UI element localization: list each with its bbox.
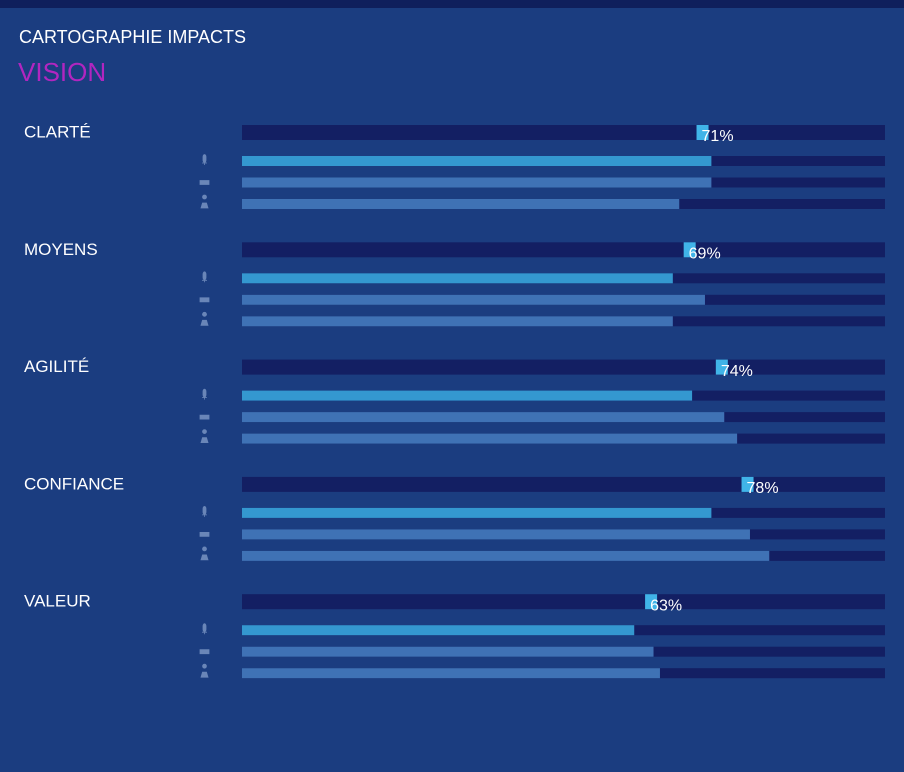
source-icon bbox=[199, 180, 210, 185]
bar bbox=[242, 156, 712, 166]
bar bbox=[242, 412, 725, 423]
track bbox=[242, 125, 885, 140]
source-icon bbox=[199, 297, 210, 303]
source-icon bbox=[199, 649, 210, 655]
bar bbox=[242, 390, 693, 401]
bar bbox=[242, 646, 654, 657]
bar bbox=[242, 433, 738, 444]
bar bbox=[242, 294, 705, 305]
bar bbox=[242, 316, 673, 327]
top-strip bbox=[0, 0, 904, 8]
bar bbox=[242, 529, 750, 540]
score-label: 71% bbox=[702, 128, 734, 145]
score-label: 74% bbox=[721, 363, 753, 380]
source-icon bbox=[200, 546, 209, 561]
source-icon bbox=[202, 388, 207, 400]
source-icon bbox=[202, 623, 207, 635]
bar bbox=[242, 177, 712, 188]
track bbox=[242, 242, 885, 258]
title: CARTOGRAPHIE IMPACTS bbox=[19, 27, 246, 47]
bar bbox=[242, 273, 673, 284]
subtitle: VISION bbox=[18, 57, 106, 87]
source-icon bbox=[200, 429, 209, 443]
category-label: AGILITÉ bbox=[24, 357, 89, 376]
source-icon bbox=[202, 154, 207, 165]
score-marker bbox=[696, 125, 709, 140]
category-label: CLARTÉ bbox=[24, 122, 91, 141]
source-icon bbox=[199, 532, 210, 537]
score-marker bbox=[683, 242, 696, 258]
category-label: MOYENS bbox=[24, 240, 98, 259]
track bbox=[242, 359, 885, 375]
category-label: VALEUR bbox=[24, 592, 91, 611]
bar bbox=[242, 550, 770, 561]
score-label: 69% bbox=[689, 246, 721, 263]
source-icon bbox=[200, 194, 209, 209]
track bbox=[242, 594, 885, 610]
track bbox=[242, 476, 885, 492]
score-label: 63% bbox=[650, 597, 682, 614]
score-marker bbox=[715, 359, 728, 375]
source-icon bbox=[202, 506, 207, 517]
source-icon bbox=[202, 271, 207, 283]
bar bbox=[242, 507, 712, 518]
source-icon bbox=[199, 414, 210, 420]
source-icon bbox=[200, 311, 209, 326]
bar bbox=[242, 625, 635, 636]
score-marker bbox=[645, 594, 658, 610]
category-label: CONFIANCE bbox=[24, 474, 124, 493]
source-icon bbox=[200, 663, 209, 678]
score-label: 78% bbox=[747, 480, 779, 497]
score-marker bbox=[741, 476, 754, 492]
bar bbox=[242, 668, 660, 679]
bar bbox=[242, 199, 680, 209]
